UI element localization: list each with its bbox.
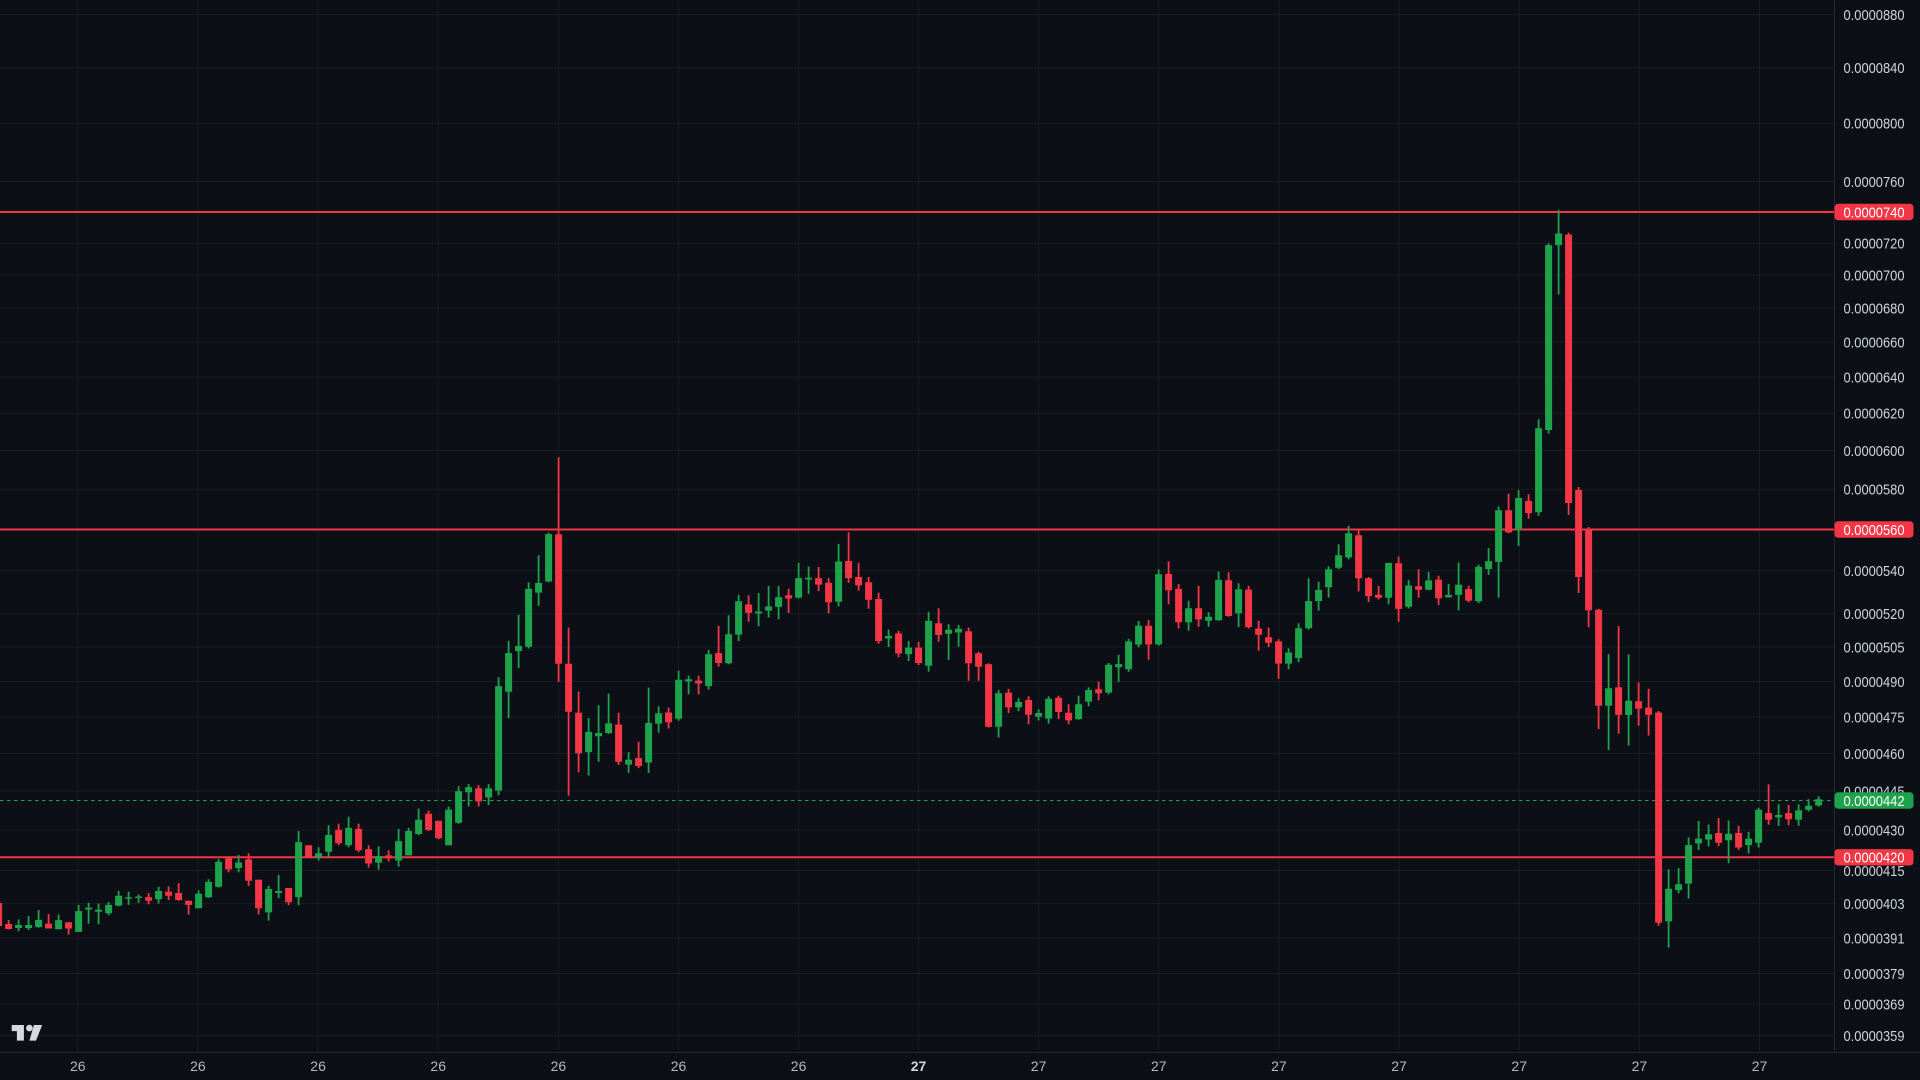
svg-text:0.0000420: 0.0000420 xyxy=(1844,850,1905,867)
svg-text:0.0000490: 0.0000490 xyxy=(1844,674,1905,691)
svg-text:0.0000700: 0.0000700 xyxy=(1844,268,1905,285)
svg-text:0.0000580: 0.0000580 xyxy=(1844,482,1905,499)
svg-text:26: 26 xyxy=(190,1058,206,1074)
svg-text:0.0000800: 0.0000800 xyxy=(1844,116,1905,133)
svg-text:0.0000359: 0.0000359 xyxy=(1844,1028,1905,1045)
svg-text:0.0000403: 0.0000403 xyxy=(1844,896,1905,913)
svg-text:27: 27 xyxy=(1632,1058,1648,1074)
svg-text:0.0000740: 0.0000740 xyxy=(1844,204,1905,221)
svg-text:0.0000680: 0.0000680 xyxy=(1844,301,1905,318)
svg-text:0.0000415: 0.0000415 xyxy=(1844,863,1905,880)
svg-text:26: 26 xyxy=(430,1058,446,1074)
svg-text:0.0000475: 0.0000475 xyxy=(1844,709,1905,726)
svg-text:0.0000640: 0.0000640 xyxy=(1844,370,1905,387)
svg-text:0.0000460: 0.0000460 xyxy=(1844,746,1905,763)
svg-text:0.0000391: 0.0000391 xyxy=(1844,930,1905,947)
svg-text:26: 26 xyxy=(671,1058,687,1074)
svg-text:26: 26 xyxy=(551,1058,567,1074)
svg-text:0.0000840: 0.0000840 xyxy=(1844,60,1905,77)
svg-text:0.0000720: 0.0000720 xyxy=(1844,236,1905,253)
svg-text:27: 27 xyxy=(911,1058,927,1074)
svg-text:27: 27 xyxy=(1752,1058,1768,1074)
svg-text:0.0000540: 0.0000540 xyxy=(1844,563,1905,580)
svg-text:0.0000600: 0.0000600 xyxy=(1844,443,1905,460)
svg-text:26: 26 xyxy=(70,1058,86,1074)
svg-text:27: 27 xyxy=(1511,1058,1527,1074)
svg-text:0.0000430: 0.0000430 xyxy=(1844,823,1905,840)
svg-text:27: 27 xyxy=(1151,1058,1167,1074)
svg-text:26: 26 xyxy=(791,1058,807,1074)
svg-text:0.0000520: 0.0000520 xyxy=(1844,606,1905,623)
svg-text:0.0000880: 0.0000880 xyxy=(1844,7,1905,24)
svg-text:0.0000560: 0.0000560 xyxy=(1844,522,1905,539)
svg-text:26: 26 xyxy=(310,1058,326,1074)
svg-text:0.0000760: 0.0000760 xyxy=(1844,174,1905,191)
svg-text:0.0000620: 0.0000620 xyxy=(1844,406,1905,423)
svg-text:0.0000442: 0.0000442 xyxy=(1844,793,1905,810)
svg-text:0.0000379: 0.0000379 xyxy=(1844,966,1905,983)
svg-text:27: 27 xyxy=(1391,1058,1407,1074)
svg-text:27: 27 xyxy=(1031,1058,1047,1074)
svg-text:27: 27 xyxy=(1271,1058,1287,1074)
svg-text:0.0000369: 0.0000369 xyxy=(1844,996,1905,1013)
svg-text:0.0000660: 0.0000660 xyxy=(1844,335,1905,352)
svg-text:0.0000505: 0.0000505 xyxy=(1844,640,1905,657)
